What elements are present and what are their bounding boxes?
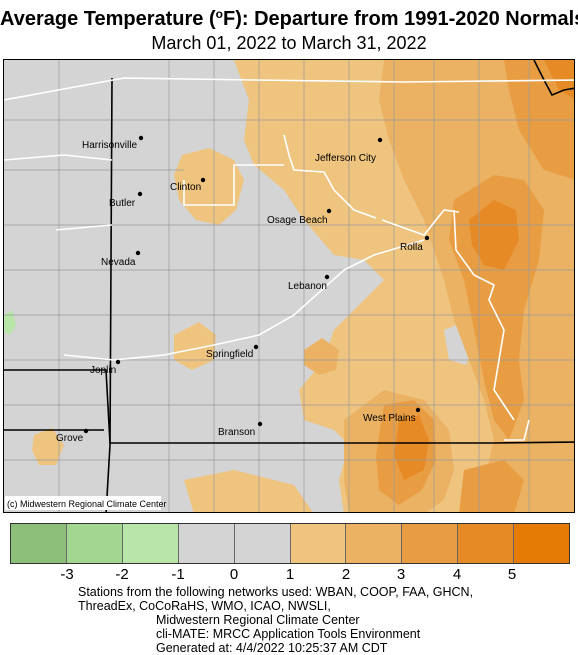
city-markers: Harrisonville Clinton Jefferson City But… (56, 135, 430, 444)
city-joplin: Joplin (90, 359, 121, 376)
contour-lebanon-2to3 (304, 338, 339, 375)
footer-networks-line2: ThreadEx, CoCoRaHS, WMO, ICAO, NWSLI, (78, 599, 331, 613)
city-jefferson-city: Jefferson City (315, 137, 383, 164)
city-butler: Butler (109, 191, 143, 209)
city-dot (415, 407, 421, 413)
city-label: Grove (56, 433, 84, 444)
contour-southwest-1to2 (184, 470, 313, 512)
footer-notes: Stations from the following networks use… (78, 585, 568, 655)
degree-symbol: o (215, 7, 223, 21)
city-label: Nevada (101, 257, 136, 268)
legend-swatch (178, 524, 235, 563)
city-clinton: Clinton (170, 177, 206, 193)
city-dot (377, 137, 383, 143)
city-lebanon: Lebanon (288, 274, 330, 292)
legend-swatch (346, 524, 403, 563)
city-dot (324, 274, 330, 280)
contour-rolla-4to5 (469, 200, 519, 270)
city-dot (135, 250, 141, 256)
copyright-text: (c) Midwestern Regional Climate Center (7, 499, 167, 509)
legend-swatch (11, 524, 67, 563)
city-label: Harrisonville (82, 140, 137, 151)
legend-tick: 3 (396, 566, 406, 583)
map-title: Average Temperature (oF): Departure from… (0, 2, 578, 31)
city-springfield: Springfield (206, 344, 259, 360)
legend-swatch (402, 524, 459, 563)
city-dot (253, 344, 259, 350)
city-osage-beach: Osage Beach (267, 208, 332, 226)
title-prefix: Average Temperature ( (0, 8, 216, 30)
legend-swatch (122, 524, 179, 563)
legend-tick: 2 (341, 566, 351, 583)
city-nevada: Nevada (101, 250, 141, 268)
contour-grove-1to2 (32, 428, 64, 465)
legend-swatch (458, 524, 515, 563)
copyright-background (5, 496, 161, 510)
city-west-plains: West Plains (363, 407, 421, 424)
city-label: Branson (218, 427, 255, 438)
legend-tick: -1 (171, 566, 185, 583)
legend-tick: -3 (60, 566, 74, 583)
contour-south-3to4 (459, 460, 524, 512)
city-dot (115, 359, 121, 365)
contour-north-1to2 (249, 60, 339, 105)
contour-westplains-4to5 (394, 415, 429, 480)
missouri-illinois-border (533, 60, 574, 97)
city-dot (326, 208, 332, 214)
city-dot (137, 191, 143, 197)
city-label: Lebanon (288, 281, 327, 292)
city-grove: Grove (56, 428, 89, 444)
footer-center: Midwestern Regional Climate Center (156, 613, 360, 627)
missouri-kansas-border (105, 77, 113, 512)
city-label: Springfield (206, 349, 253, 360)
city-branson: Branson (218, 421, 263, 438)
legend-swatch (514, 524, 570, 563)
footer-networks-line1: Stations from the following networks use… (78, 585, 474, 599)
city-dot (257, 421, 263, 427)
title-suffix: F): Departure from 1991-2020 Normals (222, 8, 578, 30)
city-dot (200, 177, 206, 183)
temperature-departure-map: Harrisonville Clinton Jefferson City But… (3, 59, 575, 513)
legend-tick: 0 (229, 566, 239, 583)
city-label: Rolla (400, 242, 423, 253)
city-label: Butler (109, 198, 136, 209)
city-dot (83, 428, 89, 434)
color-scale-legend (10, 523, 570, 564)
legend-swatch (234, 524, 291, 563)
map-canvas: Harrisonville Clinton Jefferson City But… (4, 60, 574, 512)
city-harrisonville: Harrisonville (82, 135, 144, 151)
city-label: Jefferson City (315, 153, 376, 164)
city-rolla: Rolla (400, 235, 430, 253)
county-boundaries (4, 60, 574, 512)
legend-tick: 4 (452, 566, 462, 583)
city-dot (424, 235, 430, 241)
legend-tick-labels: -3 -2 -1 0 1 2 3 4 5 (0, 566, 578, 586)
contour-springfield-1to2 (174, 322, 216, 370)
legend-tick: 5 (507, 566, 517, 583)
legend-tick: -2 (115, 566, 129, 583)
legend-tick: 1 (285, 566, 295, 583)
city-label: Joplin (90, 365, 116, 376)
footer-climate-tool: cli-MATE: MRCC Application Tools Environ… (156, 627, 421, 641)
missouri-arkansas-border (4, 369, 574, 444)
legend-swatch (290, 524, 347, 563)
city-dot (138, 135, 144, 141)
contour-cool-spot (4, 310, 16, 335)
footer-generated: Generated at: 4/4/2022 10:25:37 AM CDT (156, 641, 388, 655)
date-range-subtitle: March 01, 2022 to March 31, 2022 (151, 33, 427, 53)
interstates (4, 77, 574, 441)
city-label: West Plains (363, 413, 416, 424)
city-label: Osage Beach (267, 215, 328, 226)
city-label: Clinton (170, 182, 201, 193)
legend-swatch (66, 524, 123, 563)
